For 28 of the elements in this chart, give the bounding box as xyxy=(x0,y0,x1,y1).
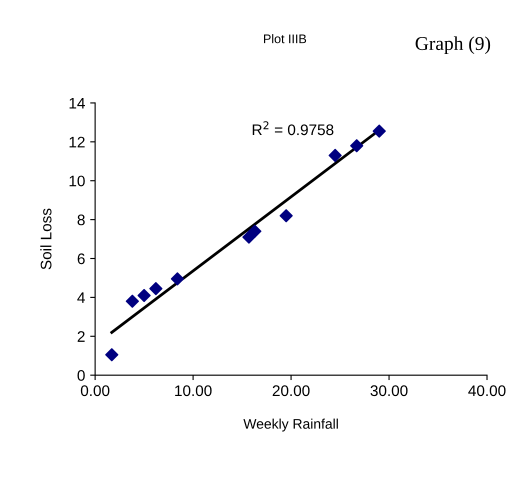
y-tick-label: 10 xyxy=(70,176,85,186)
x-tick-label: 20.00 xyxy=(272,385,310,396)
point xyxy=(248,224,262,238)
y-tick-label: 0 xyxy=(78,370,85,381)
x-tick-label: 30.00 xyxy=(370,385,408,396)
x-tick-label: 10.00 xyxy=(175,385,212,396)
y-tick-label: 6 xyxy=(78,253,85,264)
point xyxy=(350,139,364,152)
y-tick-label: 2 xyxy=(78,331,85,342)
point xyxy=(149,282,162,296)
point xyxy=(372,124,386,138)
y-axis-title: Soil Loss xyxy=(40,208,52,270)
point xyxy=(170,272,184,286)
point xyxy=(126,294,139,308)
point xyxy=(328,148,342,162)
chart-title: Plot IIIB xyxy=(264,34,306,44)
x-axis-title: Weekly Rainfall xyxy=(243,418,338,432)
y-tick-label: 14 xyxy=(70,98,85,108)
y-tick-label: 12 xyxy=(70,136,85,148)
text: Graph (9) xyxy=(416,36,490,54)
point xyxy=(280,209,293,222)
annotation: R$^{2}$ = 0.9758 xyxy=(252,121,334,136)
y-tick-label: 8 xyxy=(78,214,85,226)
point xyxy=(105,348,118,362)
x-tick-label: 40.00 xyxy=(468,385,506,396)
y-tick-label: 4 xyxy=(77,292,85,303)
x-tick-label: 0.00 xyxy=(80,385,110,396)
point xyxy=(138,288,151,302)
